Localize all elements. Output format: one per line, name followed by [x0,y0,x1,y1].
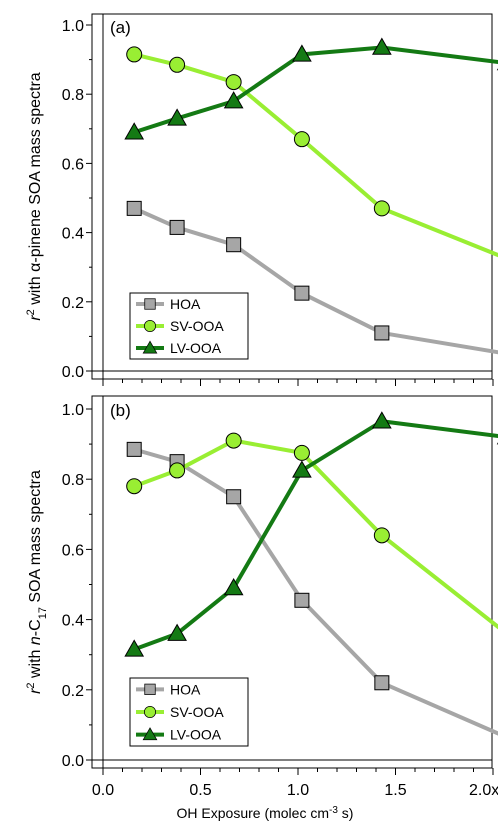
data-point-sv-ooa-a [126,46,143,63]
data-point-sv-ooa-b [293,444,310,461]
y-tick-label-a: 0.8 [62,87,84,104]
data-point-hoa-a [374,325,390,341]
y-tick-label-b: 0.8 [62,472,84,489]
y-axis-title-species: n [27,636,44,645]
legend-label-lv-ooa: LV-OOA [170,727,222,743]
data-point-hoa-b [226,489,242,505]
legend-marker-shape-lv-ooa [142,727,158,741]
legend-label-lv-ooa: LV-OOA [170,340,222,356]
data-point-lv-ooa-b [223,578,244,596]
data-point-lv-ooa-b [167,623,187,641]
legend-marker-shape-lv-ooa [142,340,158,354]
y-axis-title-species: α-pinene [27,209,44,272]
legend-marker-sv-ooa [144,706,156,718]
plot-frame-b [91,395,493,769]
y-axis-title-b: r2 with n-C17 SOA mass spectra [25,470,49,694]
legend-label-sv-ooa: SV-OOA [170,318,224,334]
y-tick-label-a: 0.0 [62,364,84,381]
y-axis-title-with: with [27,645,44,682]
data-point-hoa-a [294,285,310,301]
plot-frame-a [91,13,493,380]
legend-label-sv-ooa: SV-OOA [170,704,224,720]
data-point-hoa-a [126,200,142,216]
data-point-lv-ooa-a [292,44,312,62]
y-axis-title-rest: SOA mass spectra [27,470,44,607]
data-point-lv-ooa-b [124,639,145,657]
y-tick-label-b: 1.0 [62,402,84,419]
x-axis-title-main: OH Exposure (molec cm [177,805,329,821]
y-tick-label-a: 0.4 [62,226,84,243]
data-point-lv-ooa-b [292,460,312,478]
legend-marker-hoa [144,683,156,695]
data-point-sv-ooa-a [169,56,186,73]
data-point-sv-ooa-b [225,432,242,449]
legend-marker-shape-sv-ooa [144,320,156,332]
y-tick-label-b: 0.6 [62,542,84,559]
x-tick-label: 1.5 [384,782,406,799]
y-tick-label-a: 0.6 [62,156,84,173]
legend-marker-shape-sv-ooa [144,706,156,718]
y-axis-title-sup: 2 [25,309,37,315]
data-point-lv-ooa-a [167,108,187,126]
data-point-hoa-b [294,592,310,608]
y-tick-label-a: 0.2 [62,295,84,312]
legend-label-hoa: HOA [170,681,201,697]
data-point-hoa-b [374,675,390,691]
legend-marker-sv-ooa [144,320,156,332]
y-tick-label-b: 0.2 [62,683,84,700]
data-point-hoa-b [126,441,142,457]
data-point-hoa-a [169,219,185,235]
y-axis-title-sup: 2 [25,682,37,688]
y-axis-title-sub: 17 [37,607,49,619]
y-axis-title-rest: SOA mass spectra [27,72,44,209]
series-line-sv-ooa-a [133,52,498,258]
legend-marker-shape-hoa [144,298,156,310]
data-point-sv-ooa-a [373,200,390,217]
x-tick-label: 1.0 [287,782,309,799]
x-axis-title: OH Exposure (molec cm-3 s) [177,805,354,822]
y-axis-title-c: -C [27,619,44,636]
y-tick-label-b: 0.0 [62,753,84,770]
x-tick-label: 2.0x10 [469,782,498,799]
data-point-lv-ooa-a [223,91,244,109]
data-point-sv-ooa-b [373,527,390,544]
panel-label-a: (a) [110,18,131,37]
legend-marker-lv-ooa [142,727,158,741]
data-point-sv-ooa-a [293,131,310,148]
legend-label-hoa: HOA [170,296,201,312]
y-axis-title-with: with [27,272,44,309]
data-point-lv-ooa-b [371,411,392,429]
data-point-sv-ooa-a [225,74,242,91]
y-tick-label-b: 0.4 [62,613,84,630]
x-tick-label: 0.0 [92,782,114,799]
panel-label-b: (b) [110,401,131,420]
data-point-lv-ooa-a [371,37,392,55]
x-axis-title-sup: -3 [329,805,338,816]
y-tick-label-a: 1.0 [62,18,84,35]
legend-marker-hoa [144,298,156,310]
legend-marker-lv-ooa [142,340,158,354]
data-point-sv-ooa-b [169,462,186,479]
data-point-hoa-a [226,237,242,253]
y-axis-title-a: r2 with α-pinene SOA mass spectra [25,72,44,320]
series-line-lv-ooa-a [133,45,498,135]
data-point-lv-ooa-a [124,122,145,140]
x-tick-label: 0.5 [189,782,211,799]
y-axis-title-r: r [27,688,44,694]
data-point-sv-ooa-b [126,478,143,495]
y-axis-title-r: r [27,315,44,321]
legend-marker-shape-hoa [144,683,156,695]
x-axis-title-end: s) [338,805,354,821]
